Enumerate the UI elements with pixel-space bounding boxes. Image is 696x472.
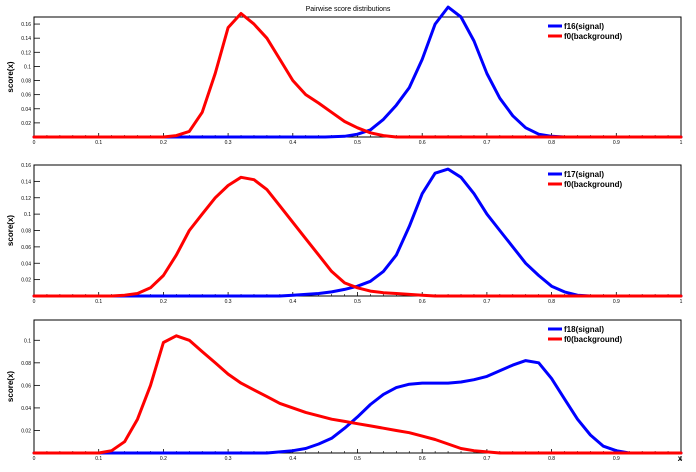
y-tick-label: 0.14 xyxy=(21,179,31,185)
y-tick-label: 0.06 xyxy=(21,93,31,99)
x-tick-label: 0.3 xyxy=(225,456,232,462)
y-tick-label: 0.06 xyxy=(21,245,31,251)
x-tick-label: 0.3 xyxy=(225,299,232,305)
series-line-background xyxy=(32,175,683,298)
x-tick-label: 0 xyxy=(33,456,36,462)
y-tick-label: 0.16 xyxy=(21,22,31,28)
y-tick-label: 0.04 xyxy=(21,107,31,113)
y-axis-label: score(x) xyxy=(6,61,15,92)
y-tick-label: 0.16 xyxy=(21,163,31,169)
x-tick-label: 0.9 xyxy=(613,456,620,462)
legend-entry-signal: f16(signal) xyxy=(564,22,604,31)
y-tick-label: 0.04 xyxy=(21,261,31,267)
x-tick-label: 0.2 xyxy=(160,456,167,462)
x-tick-label: 0.7 xyxy=(483,140,490,146)
y-tick-label: 0.12 xyxy=(21,196,31,202)
x-tick-label: 0.7 xyxy=(483,456,490,462)
x-tick-label: 0.2 xyxy=(160,299,167,305)
y-tick-label: 0.08 xyxy=(21,361,31,367)
y-tick-label: 0.06 xyxy=(21,383,31,389)
series-line-signal xyxy=(32,5,683,139)
x-tick-label: 0.1 xyxy=(95,140,102,146)
x-tick-label: 0.6 xyxy=(419,140,426,146)
series-line-background xyxy=(32,334,683,455)
y-tick-label: 0.02 xyxy=(21,121,31,127)
y-tick-label: 0.02 xyxy=(21,278,31,284)
x-tick-label: 0.8 xyxy=(548,140,555,146)
series-line-signal xyxy=(32,167,683,298)
y-tick-label: 0.1 xyxy=(24,212,31,218)
x-tick-label: 0.4 xyxy=(289,140,296,146)
y-tick-label: 0.08 xyxy=(21,79,31,85)
legend-entry-background: f0(background) xyxy=(564,180,623,189)
y-tick-label: 0.04 xyxy=(21,406,31,412)
y-tick-label: 0.12 xyxy=(21,50,31,56)
series-line-signal xyxy=(32,359,683,455)
x-tick-label: 1 xyxy=(680,140,683,146)
x-tick-label: 0.7 xyxy=(483,299,490,305)
x-tick-label: 0.1 xyxy=(95,456,102,462)
panel-2: 0 0.1 0.2 0.3 0.4 0.5 0.6 0.7 0.8 0.9 1 0.02 0.04 0.0… xyxy=(6,163,683,305)
legend-entry-background: f0(background) xyxy=(564,32,623,41)
x-tick-label: 0.8 xyxy=(548,299,555,305)
x-tick-label: 0.4 xyxy=(289,456,296,462)
x-tick-label: 0.5 xyxy=(354,140,361,146)
y-tick-label: 0.1 xyxy=(24,64,31,70)
x-tick-label: 0.2 xyxy=(160,140,167,146)
legend-entry-signal: f18(signal) xyxy=(564,325,604,334)
x-tick-label: 0.3 xyxy=(225,140,232,146)
x-tick-label: 0.6 xyxy=(419,456,426,462)
y-axis-label: score(x) xyxy=(6,215,15,246)
x-axis-label: x xyxy=(678,454,683,463)
x-tick-label: 0.9 xyxy=(613,299,620,305)
x-tick-label: 1 xyxy=(680,299,683,305)
x-tick-label: 0 xyxy=(33,299,36,305)
x-tick-label: 0.5 xyxy=(354,299,361,305)
x-tick-label: 0.5 xyxy=(354,456,361,462)
chart-title: Pairwise score distributions xyxy=(306,6,391,13)
legend-entry-background: f0(background) xyxy=(564,335,623,344)
series-line-background xyxy=(32,12,683,139)
x-tick-label: 0 xyxy=(33,140,36,146)
panel-1: 0 0.1 0.2 0.3 0.4 0.5 0.6 0.7 0.8 0.9 1 0.02 0.04 0.0… xyxy=(6,5,683,146)
y-tick-label: 0.02 xyxy=(21,428,31,434)
x-tick-label: 0.4 xyxy=(289,299,296,305)
y-tick-label: 0.08 xyxy=(21,229,31,235)
y-tick-label: 0.1 xyxy=(24,338,31,344)
legend-entry-signal: f17(signal) xyxy=(564,170,604,179)
y-axis-label: score(x) xyxy=(6,371,15,402)
panel-3: 0 0.1 0.2 0.3 0.4 0.5 0.6 0.7 0.8 0.9 1 0.02 0.04 0.0… xyxy=(6,319,683,462)
x-tick-label: 0.8 xyxy=(548,456,555,462)
x-tick-label: 1 xyxy=(680,456,683,462)
x-tick-label: 0.6 xyxy=(419,299,426,305)
y-tick-label: 0.14 xyxy=(21,36,31,42)
x-tick-label: 0.9 xyxy=(613,140,620,146)
x-tick-label: 0.1 xyxy=(95,299,102,305)
